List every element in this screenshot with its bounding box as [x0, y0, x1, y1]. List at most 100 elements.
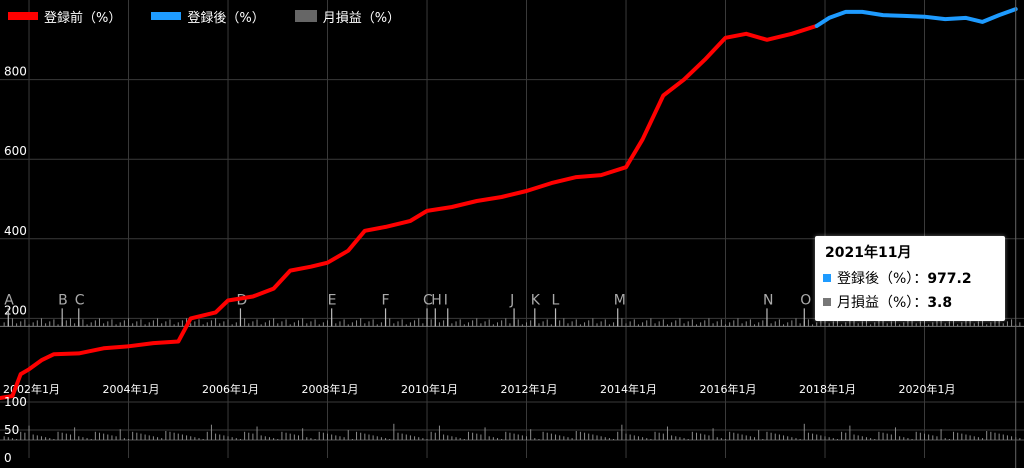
annotation-flag-label: L [552, 292, 560, 308]
tooltip-value-monthly: 3.8 [927, 295, 953, 311]
annotation-flag-label: M [614, 292, 626, 308]
legend-swatch-before [8, 12, 38, 20]
series-point [997, 13, 1001, 17]
series-point [475, 199, 479, 203]
series-point [744, 32, 748, 36]
series-point [288, 269, 292, 273]
tooltip-row-monthly: 月損益（%）：3.8 [823, 292, 952, 312]
bar-y-tick-label: 100 [4, 395, 27, 409]
series-point [500, 195, 504, 199]
series-line-before [0, 23, 819, 400]
y-tick-label: 800 [4, 65, 27, 79]
x-tick-label: 2018年1月 [799, 382, 856, 396]
annotation-flag-label: K [531, 292, 541, 308]
series-point [790, 32, 794, 36]
series-point [549, 181, 553, 185]
series-point [52, 352, 56, 356]
series-point [827, 16, 831, 20]
series-point [19, 372, 23, 376]
annotation-flag-label: C [423, 292, 433, 308]
x-tick-label: 2016年1月 [700, 382, 757, 396]
series-point [309, 265, 313, 269]
series-point [641, 137, 645, 141]
series-point [574, 175, 578, 179]
legend-item-monthly[interactable]: 月損益（%） [294, 7, 401, 26]
series-point [27, 367, 31, 371]
annotation-flag-label: B [58, 292, 68, 308]
series-point [214, 310, 218, 314]
bar-y-tick-label: 0 [4, 451, 12, 465]
series-point [189, 316, 193, 320]
tooltip-swatch-monthly [823, 298, 831, 306]
series-point [102, 346, 106, 350]
series-point [272, 287, 276, 291]
bar-y-tick-label: 50 [4, 423, 19, 437]
x-tick-label: 2004年1月 [103, 382, 160, 396]
annotation-flag-label: F [382, 292, 390, 308]
annotation-flag-label: A [4, 292, 14, 308]
series-point [844, 10, 848, 14]
y-tick-label: 200 [4, 303, 27, 317]
tooltip: 2021年11月 登録後（%）：977.2 月損益（%）：3.8 [815, 236, 1005, 321]
series-point [661, 94, 665, 97]
legend-item-before[interactable]: 登録前（%） [8, 7, 121, 26]
annotation-flag-label: E [328, 292, 337, 308]
series-point [525, 189, 528, 193]
series-point [765, 38, 769, 42]
annotation-flag-label: N [763, 292, 773, 308]
series-point [724, 36, 727, 40]
series-point [251, 295, 255, 298]
x-tick-label: 2010年1月 [401, 382, 458, 396]
series-point [226, 299, 230, 302]
annotation-flag-label: I [444, 292, 448, 308]
annotation-flag-label: O [800, 292, 811, 308]
y-tick-label: 600 [4, 144, 27, 158]
series-point [326, 261, 329, 265]
y-tick-label: 400 [4, 224, 27, 238]
series-point [923, 15, 926, 19]
legend-swatch-after [151, 12, 182, 20]
tooltip-swatch-after [823, 274, 831, 282]
series-point [943, 17, 947, 21]
annotation-flag-label: H [431, 292, 442, 308]
tooltip-sep-after: ： [913, 271, 928, 287]
series-point [964, 16, 968, 20]
series-point [425, 209, 429, 213]
series-point [151, 341, 155, 345]
series-point [599, 173, 603, 177]
series-point [408, 219, 412, 223]
x-tick-label: 2012年1月 [501, 382, 558, 396]
annotation-flag-label: C [75, 292, 85, 308]
series-point [624, 165, 628, 169]
legend-label-before: 登録前（%） [44, 10, 122, 26]
series-point [363, 229, 367, 233]
x-tick-label: 2020年1月 [899, 382, 956, 396]
series-point [384, 225, 388, 229]
series-point [450, 205, 454, 209]
legend-item-after[interactable]: 登録後（%） [151, 7, 265, 26]
series-line-after [814, 7, 1018, 28]
series-point [127, 344, 130, 348]
series-point [981, 20, 984, 24]
series-point [682, 78, 686, 82]
tooltip-label-monthly: 月損益（%） [837, 295, 914, 311]
series-point [815, 24, 819, 28]
series-point [40, 358, 43, 362]
series-point [0, 396, 2, 400]
tooltip-title: 2021年11月 [825, 245, 912, 261]
legend-label-monthly: 月損益（%） [322, 10, 401, 26]
x-tick-label: 2008年1月 [302, 382, 359, 396]
annotation-flag-label: D [236, 292, 247, 308]
series-point [860, 10, 864, 14]
tooltip-sep-monthly: ： [913, 295, 928, 311]
legend-label-after: 登録後（%） [187, 10, 265, 26]
series-point [10, 394, 14, 398]
tooltip-row-after: 登録後（%）：977.2 [823, 268, 972, 288]
series-point [77, 351, 81, 355]
series-point [881, 13, 885, 17]
series-point [703, 58, 707, 62]
tooltip-label-after: 登録後（%） [837, 271, 914, 287]
series-point [902, 14, 906, 18]
